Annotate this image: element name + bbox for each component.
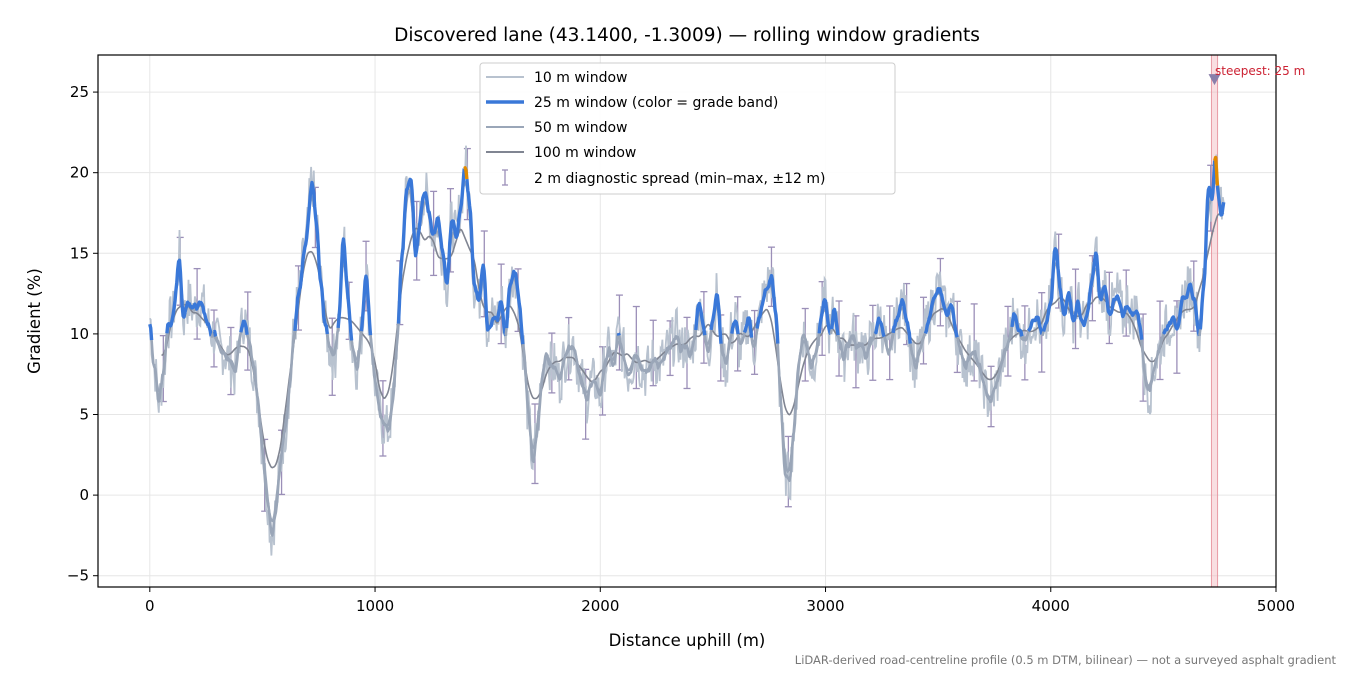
chart-title: Discovered lane (43.1400, -1.3009) — rol… — [394, 25, 980, 46]
y-tick-label: 15 — [70, 244, 89, 262]
legend-swatch-errorbar — [502, 169, 508, 186]
series-25m-segment — [730, 319, 740, 335]
series-25m-segment — [359, 274, 373, 336]
series-25m-segment — [504, 327, 508, 336]
x-tick-label: 3000 — [806, 597, 844, 615]
steepest-annotation: steepest: 25 m — [1215, 64, 1305, 78]
series-25m-segment — [1041, 331, 1045, 337]
series-25m-segment — [504, 269, 525, 345]
legend-label-10m: 10 m window — [534, 70, 627, 86]
errorbar — [886, 305, 894, 381]
series-25m-segment — [829, 328, 834, 335]
x-axis-label: Distance uphill (m) — [609, 631, 766, 650]
steepest-marker — [1208, 74, 1221, 86]
steepest-highlight-band — [1210, 54, 1219, 588]
x-tick-label: 0 — [145, 597, 155, 615]
series-25m-segment — [1215, 185, 1226, 217]
series-25m-segment — [150, 333, 169, 403]
y-tick-label: 5 — [79, 406, 89, 424]
series-25m-segment — [694, 301, 707, 336]
series-25m-segment — [1020, 330, 1030, 342]
series-25m-segment — [750, 328, 759, 348]
series-25m-segment — [617, 329, 698, 377]
series-25m-segment — [245, 330, 297, 537]
series-25m-segment — [616, 332, 621, 337]
footnote: LiDAR-derived road-centreline profile (0… — [795, 653, 1337, 667]
errorbar — [632, 305, 640, 390]
plot-frame — [97, 54, 1277, 588]
axis-ticks: 0 1000 2000 3000 4000 5000 −5 0 5 10 15 20 25 — [67, 83, 1295, 615]
series-25m-segment — [883, 332, 895, 356]
series-25m-segment — [1162, 282, 1202, 337]
series-25m-segment — [212, 329, 218, 337]
series-25m-segment — [817, 298, 833, 335]
series-25m-segment — [776, 333, 821, 482]
series-25m-segment — [736, 332, 746, 345]
series-25m-segment — [742, 316, 754, 338]
series-25m-segment — [521, 332, 620, 464]
series-25m-segment — [1198, 329, 1202, 336]
steepest-marker-triangle — [1208, 74, 1221, 86]
series-25m-segment — [148, 323, 154, 341]
x-tick-label: 5000 — [1257, 597, 1295, 615]
y-tick-label: 20 — [70, 164, 89, 182]
series-25m-segment — [1041, 247, 1144, 341]
series-25m-segment — [1026, 315, 1044, 335]
steepest-band — [1210, 54, 1219, 588]
y-tick-label: 25 — [70, 83, 89, 101]
series-25m-segment — [165, 258, 213, 337]
series-25m-segment — [709, 293, 723, 344]
series-25m-segment — [923, 287, 959, 338]
series-25m-segment — [1213, 155, 1220, 186]
series-25m-segment — [293, 180, 329, 335]
series-25m-segment — [1010, 312, 1024, 337]
series-lines — [148, 145, 1226, 556]
series-25m-segment — [830, 307, 840, 336]
series-25m-segment — [703, 329, 713, 354]
series-25m-segment — [955, 326, 1014, 404]
series-25m-segment — [1140, 331, 1165, 393]
series-25m-segment — [326, 327, 340, 357]
series-25m-segment — [908, 332, 927, 370]
series-100m-line — [161, 212, 1225, 469]
series-25m-segment — [719, 333, 734, 365]
y-axis-label: Gradient (%) — [25, 268, 44, 374]
series-25m-segment — [336, 237, 354, 341]
series-25m-segment — [463, 166, 469, 180]
series-25m-segment — [755, 273, 780, 344]
y-tick-label: 0 — [79, 486, 89, 504]
series-25m-segment — [873, 316, 886, 338]
series-25m-segment — [465, 178, 508, 337]
series-25m-segment — [396, 168, 466, 324]
legend-box — [479, 62, 896, 195]
series-25m-segment — [350, 330, 363, 371]
series-25m-segment — [836, 331, 877, 362]
series-10m-line — [149, 145, 1225, 556]
series-25m-segment — [891, 298, 912, 344]
legend-label-25m: 25 m window (color = grade band) — [534, 95, 778, 111]
series-25m-segment — [369, 323, 400, 433]
series-25m-segment — [1198, 160, 1217, 330]
legend-label-50m: 50 m window — [534, 120, 627, 136]
series-25m-segment — [239, 319, 249, 336]
x-tick-label: 1000 — [356, 597, 394, 615]
series-25m-segment — [214, 332, 243, 374]
legend: 10 m window 25 m window (color = grade b… — [479, 62, 896, 195]
x-tick-label: 4000 — [1032, 597, 1070, 615]
legend-label-100m: 100 m window — [534, 145, 636, 161]
y-tick-label: −5 — [67, 567, 89, 585]
x-tick-label: 2000 — [581, 597, 619, 615]
y-tick-label: 10 — [70, 325, 89, 343]
legend-label-errorbar: 2 m diagnostic spread (min–max, ±12 m) — [534, 171, 825, 187]
